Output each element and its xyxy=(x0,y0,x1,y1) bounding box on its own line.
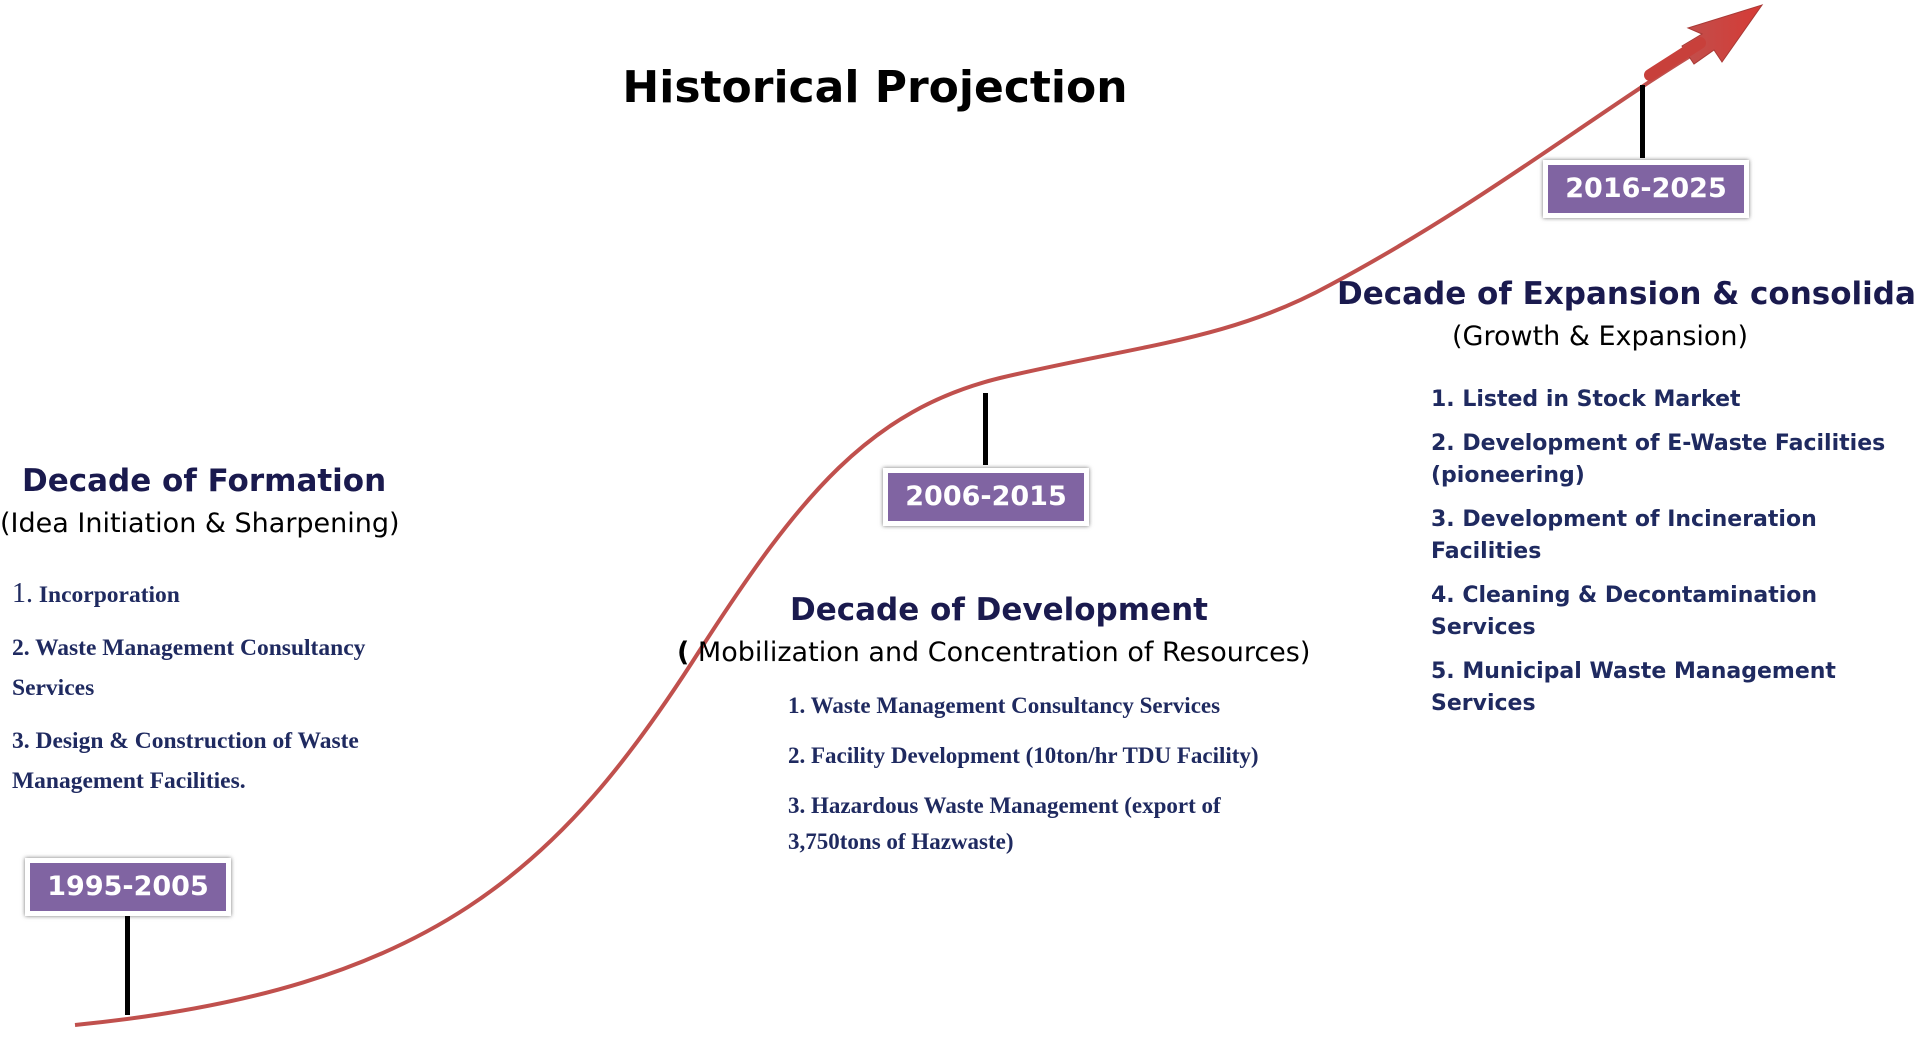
period-badge-2006-2015: 2006-2015 xyxy=(883,468,1089,526)
list-item: 3. Design & Construction of Waste Manage… xyxy=(12,728,359,794)
expansion-item-list: 1. Listed in Stock Market 2. Development… xyxy=(1431,384,1915,732)
growth-arrow-shaft xyxy=(1644,37,1706,81)
decade-heading-development: Decade of Development xyxy=(790,592,1208,628)
list-item: 2. Development of E-Waste Facilities (pi… xyxy=(1431,431,1886,488)
formation-item-list: 1. Incorporation 2. Waste Management Con… xyxy=(12,574,442,814)
period-badge-2016-2025: 2016-2025 xyxy=(1543,160,1749,218)
timeline-tick-2006-2015 xyxy=(983,393,988,465)
timeline-tick-2016-2025 xyxy=(1640,85,1645,158)
list-item: 1. Waste Management Consultancy Services xyxy=(788,693,1221,718)
list-item: 5. Municipal Waste Management Services xyxy=(1431,659,1836,716)
list-item: 1. Listed in Stock Market xyxy=(1431,387,1741,412)
decade-heading-formation: Decade of Formation xyxy=(22,463,387,499)
list-item: 3. Hazardous Waste Management (export of… xyxy=(788,793,1221,854)
list-item: 1. Incorporation xyxy=(12,578,180,609)
period-badge-1995-2005: 1995-2005 xyxy=(25,858,231,916)
page-title: Historical Projection xyxy=(622,62,1128,113)
development-item-list: 1. Waste Management Consultancy Services… xyxy=(788,688,1268,874)
decade-subheading-development: ( Mobilization and Concentration of Reso… xyxy=(677,637,1311,668)
list-item: 2. Waste Management Consultancy Services xyxy=(12,635,366,701)
decade-subheading-expansion: (Growth & Expansion) xyxy=(1452,321,1749,352)
growth-arrow-head xyxy=(1681,4,1764,65)
decade-heading-expansion: Decade of Expansion & consolidation xyxy=(1337,276,1915,312)
list-item: 2. Facility Development (10ton/hr TDU Fa… xyxy=(788,743,1259,768)
list-item: 3. Development of Incineration Facilitie… xyxy=(1431,507,1817,564)
timeline-tick-1995-2005 xyxy=(125,915,130,1015)
decade-subheading-formation: (Idea Initiation & Sharpening) xyxy=(0,508,400,539)
growth-curve xyxy=(74,48,1702,1027)
list-item: 4. Cleaning & Decontamination Services xyxy=(1431,583,1818,640)
